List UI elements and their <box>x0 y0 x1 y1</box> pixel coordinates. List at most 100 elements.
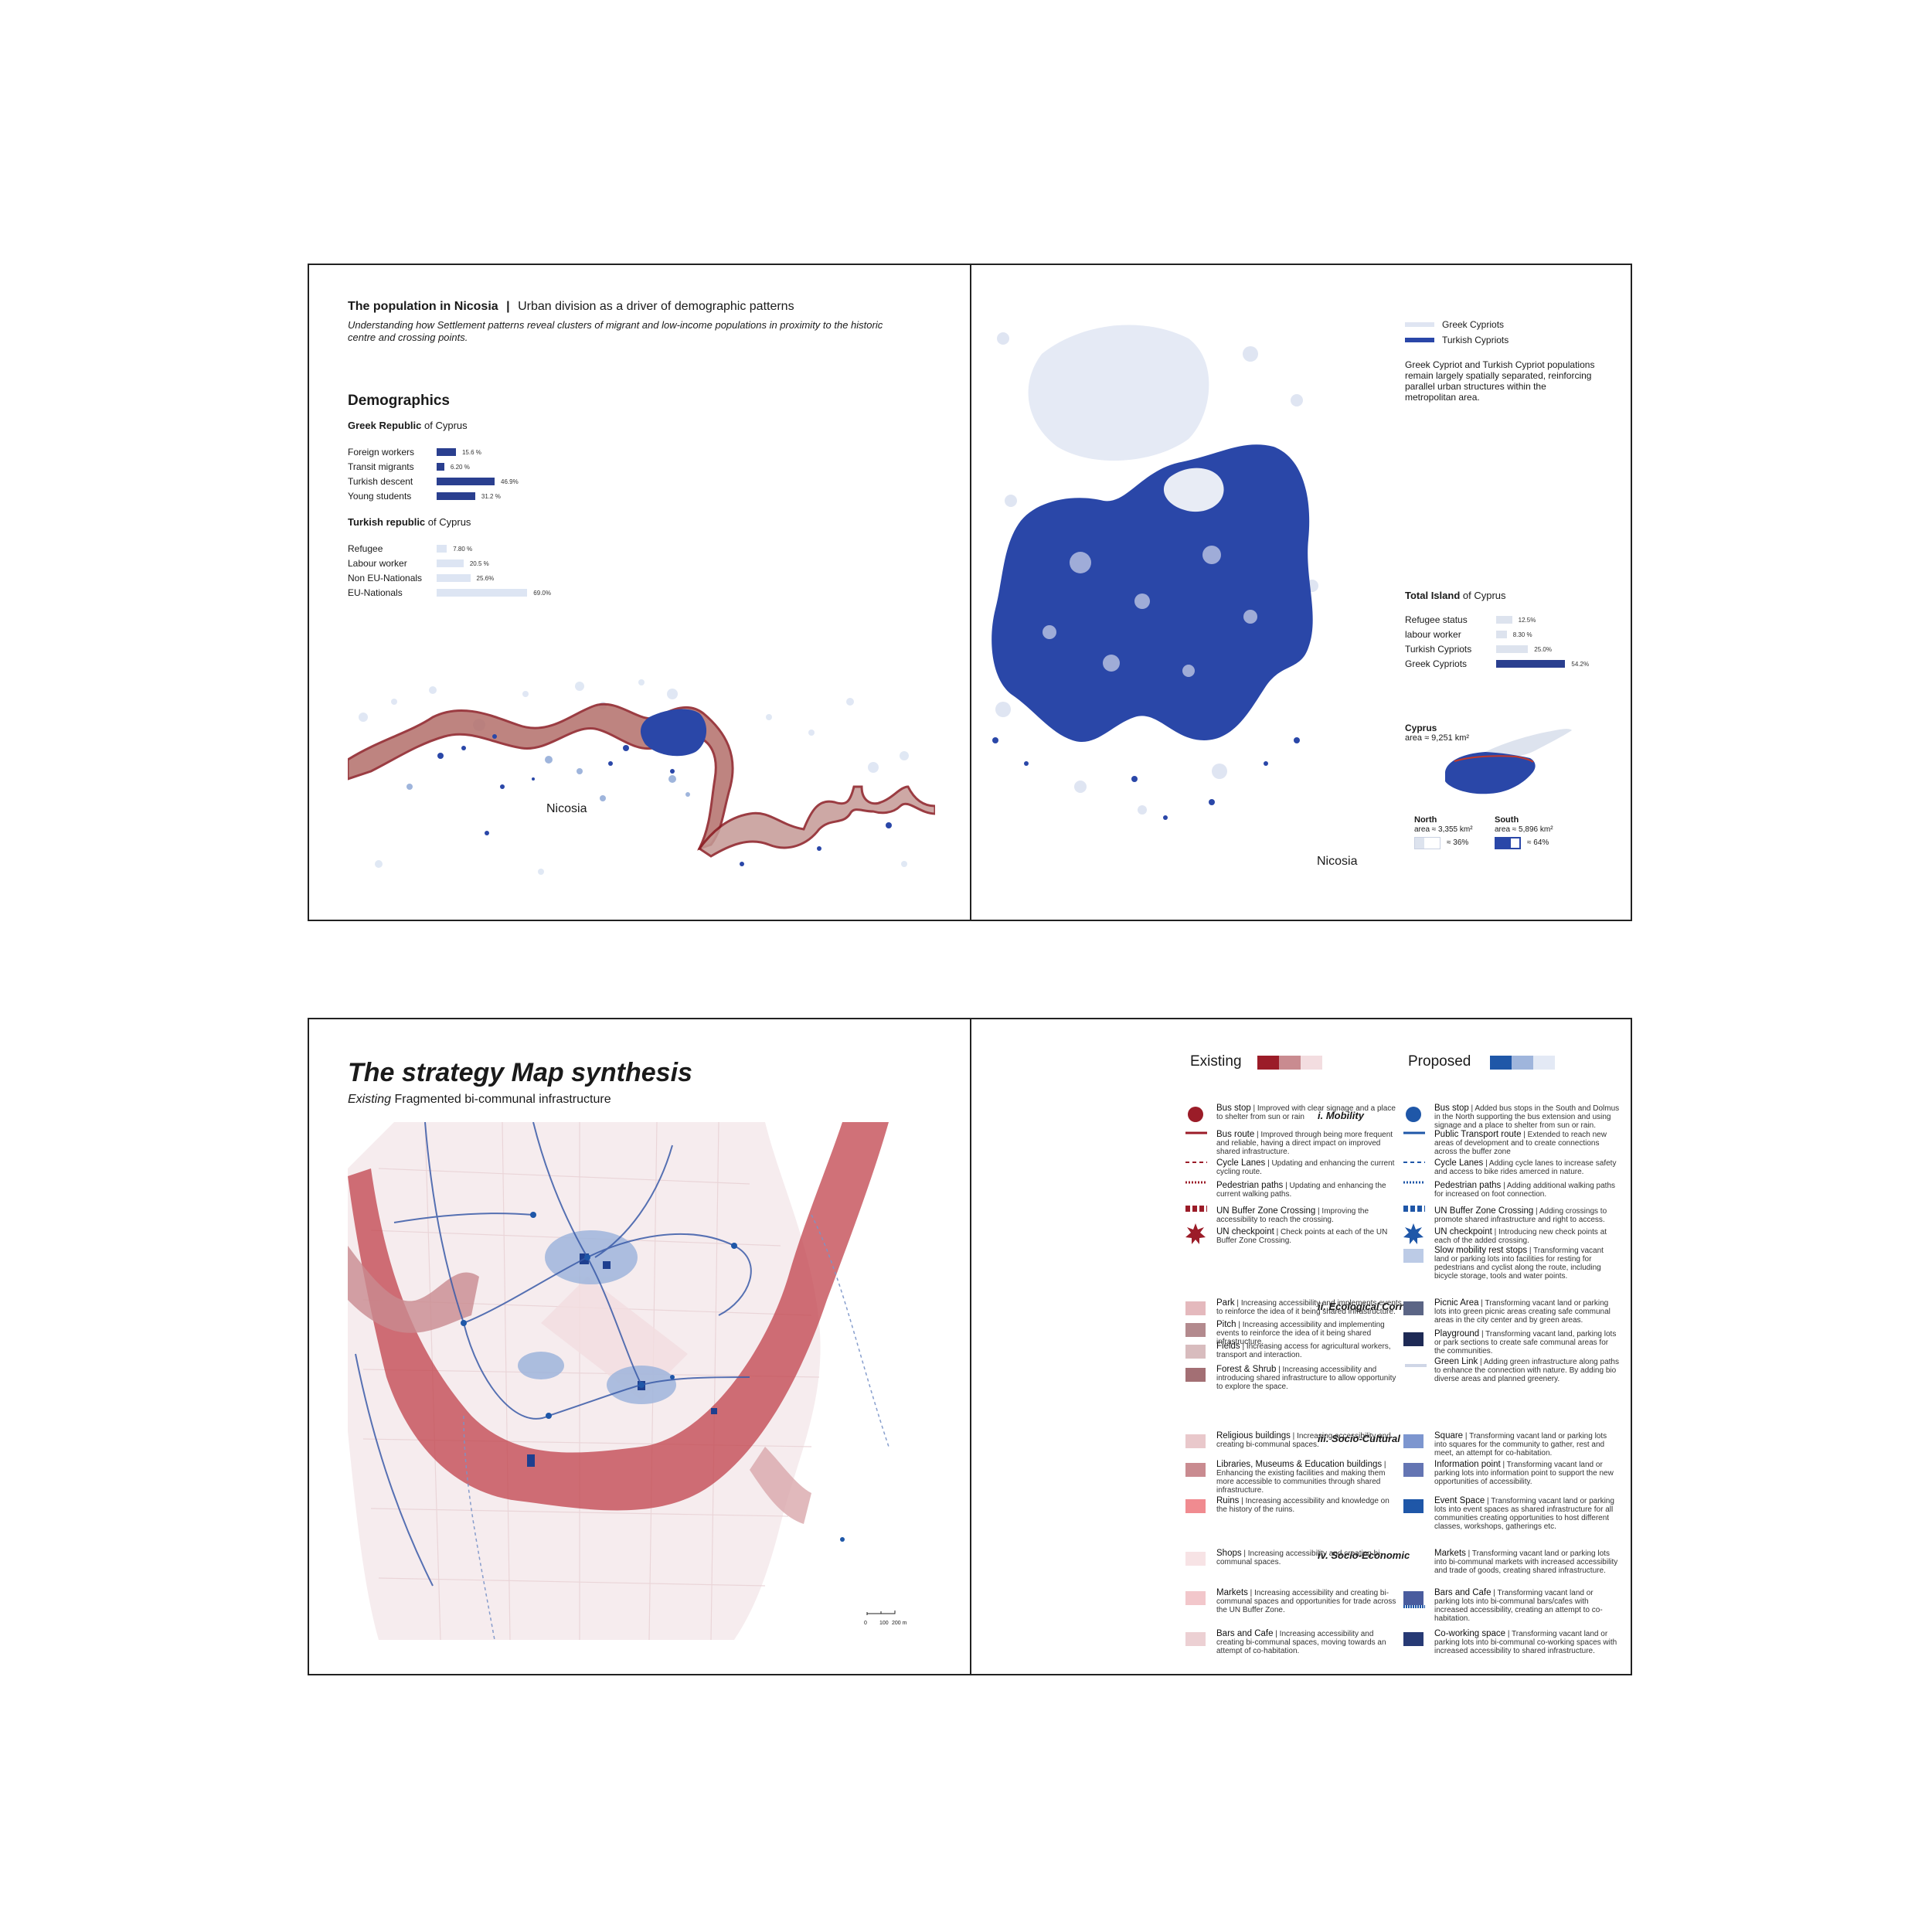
turkish-row-bar <box>437 574 471 582</box>
turkish-row-bar <box>437 589 528 597</box>
proposed-legend-item: Square | Transforming vacant land or par… <box>1434 1431 1607 1458</box>
legend-turkish-cypriots: Turkish Cypriots <box>1442 335 1509 345</box>
existing-legend-item-name: Ruins <box>1216 1496 1240 1505</box>
existing-legend-item: Pedestrian paths | Updating and enhancin… <box>1216 1181 1386 1199</box>
greek-row-bar <box>437 478 495 485</box>
existing-legend-item-desc: Increasing accessibility and knowledge o… <box>1216 1497 1389 1514</box>
proposed-legend-item-name: Cycle Lanes <box>1434 1158 1484 1168</box>
existing-legend-item-name: Religious buildings <box>1216 1431 1291 1440</box>
cyprus-island-map <box>1445 729 1572 794</box>
existing-legend-item-desc: Increasing accessibility and introducing… <box>1216 1366 1396 1391</box>
existing-ramp-swatch <box>1279 1056 1301 1070</box>
proposed-legend-item: Picnic Area | Transforming vacant land o… <box>1434 1298 1611 1325</box>
proposed-legend-item-name: Co-working space <box>1434 1629 1506 1638</box>
total-row-value: 12.5% <box>1518 617 1536 624</box>
existing-legend-item-name: UN Buffer Zone Crossing <box>1216 1206 1316 1216</box>
total-row-bar <box>1496 660 1566 668</box>
proposed-legend-swatch <box>1403 1591 1423 1605</box>
proposed-legend-item-desc: Adding cycle lanes to increase safety an… <box>1434 1159 1617 1176</box>
existing-legend-item-name: Fields <box>1216 1342 1240 1351</box>
existing-legend-item-desc: Improved through being more frequent and… <box>1216 1131 1393 1156</box>
existing-legend-symbols <box>1185 1107 1207 1244</box>
section-ecological-corridor: ii. Ecological Corridor <box>1318 1301 1423 1312</box>
existing-legend-item: Libraries, Museums & Education buildings… <box>1216 1460 1386 1495</box>
turkish-republic-heading: Turkish republic of Cyprus <box>348 516 471 528</box>
existing-legend-swatch <box>1185 1632 1206 1646</box>
existing-ramp-swatch <box>1257 1056 1279 1070</box>
turkish-row-value: 69.0% <box>533 590 551 597</box>
proposed-legend-symbols <box>1403 1107 1425 1608</box>
existing-legend-item: Pitch | Increasing accessibility and imp… <box>1216 1320 1385 1346</box>
proposed-legend-item: Green Link | Adding green infrastructure… <box>1434 1357 1619 1383</box>
scale-bar-100: 100 <box>879 1621 889 1626</box>
proposed-legend-swatch <box>1403 1301 1423 1315</box>
greek-row-label: Foreign workers <box>348 447 415 457</box>
total-row-bar <box>1496 616 1512 624</box>
turkish-row-label: EU-Nationals <box>348 587 403 598</box>
existing-legend-item: Forest & Shrub | Increasing accessibilit… <box>1216 1365 1396 1391</box>
cyprus-label: Cyprus <box>1405 723 1437 733</box>
proposed-legend-item: UN checkpoint | Introducing new check po… <box>1434 1227 1607 1245</box>
proposed-legend-item-name: Square <box>1434 1431 1464 1440</box>
total-row-value: 8.30 % <box>1512 631 1532 638</box>
south-area: area ≈ 5,896 km² <box>1495 825 1553 834</box>
separation-caption: Greek Cypriot and Turkish Cypriot popula… <box>1405 359 1595 403</box>
legend-greek-cypriots: Greek Cypriots <box>1442 319 1505 330</box>
proposed-legend-item: UN Buffer Zone Crossing | Adding crossin… <box>1434 1206 1607 1224</box>
legend-swatch-greek <box>1405 322 1434 327</box>
greek-row-bar <box>437 492 475 500</box>
proposed-legend-item: Slow mobility rest stops | Transforming … <box>1434 1246 1604 1281</box>
turkish-row-label: Non EU-Nationals <box>348 573 423 583</box>
proposed-legend-item: Markets | Transforming vacant land or pa… <box>1434 1549 1618 1575</box>
proposed-legend-item: Bars and Cafe | Transforming vacant land… <box>1434 1588 1603 1623</box>
existing-legend-item-desc: Increasing accessibility and creating bi… <box>1216 1589 1396 1614</box>
turkish-row-value: 25.6% <box>476 575 495 582</box>
greek-row-value: 15.6 % <box>461 449 481 456</box>
demographics-heading: Demographics <box>348 393 450 409</box>
existing-legend-swatch <box>1185 1463 1206 1477</box>
existing-legend-item-desc: Enhancing the existing facilities and ma… <box>1216 1469 1386 1495</box>
scale-bar-200: 200 m <box>892 1621 907 1626</box>
north-share: ≈ 36% <box>1447 838 1469 847</box>
proposed-legend-item-name: Pedestrian paths <box>1434 1181 1502 1190</box>
existing-legend-item: Bars and Cafe | Increasing accessibility… <box>1216 1629 1386 1655</box>
legend-swatch-turkish <box>1405 338 1434 342</box>
existing-legend-item-name: Pitch <box>1216 1320 1236 1329</box>
greek-row-value: 46.9% <box>501 478 519 485</box>
proposed-legend-item-desc: Transforming vacant land or parking lots… <box>1434 1497 1614 1531</box>
existing-legend-item-desc: Increasing access for agricultural worke… <box>1216 1342 1391 1359</box>
existing-legend-item-name: Markets <box>1216 1588 1248 1597</box>
existing-legend-swatch <box>1185 1499 1206 1513</box>
strategy-subtitle: Existing Fragmented bi-communal infrastr… <box>348 1093 611 1106</box>
proposed-legend-item-desc: Transforming vacant land or parking lots… <box>1434 1461 1614 1486</box>
existing-legend-item: Ruins | Increasing accessibility and kno… <box>1216 1496 1389 1514</box>
strategy-synthesis-map <box>348 1122 896 1640</box>
existing-legend-swatch <box>1185 1552 1206 1566</box>
north-label: North <box>1414 815 1437 825</box>
proposed-heading: Proposed <box>1408 1053 1471 1070</box>
page-subtitle: Understanding how Settlement patterns re… <box>348 319 883 343</box>
proposed-legend-swatch <box>1403 1434 1423 1448</box>
existing-legend-item-name: Bars and Cafe <box>1216 1629 1274 1638</box>
proposed-legend-item-name: Slow mobility rest stops <box>1434 1246 1528 1255</box>
proposed-legend-item-desc: Transforming vacant land or parking lots… <box>1434 1630 1617 1655</box>
proposed-legend-item: Pedestrian paths | Adding additional wal… <box>1434 1181 1616 1199</box>
total-row-value: 54.2% <box>1571 661 1590 668</box>
existing-legend-swatch <box>1185 1591 1206 1605</box>
existing-legend-item: Park | Increasing accessibility and impl… <box>1216 1298 1402 1316</box>
proposed-legend-item-name: Bus stop <box>1434 1104 1469 1113</box>
existing-ramp-swatch <box>1301 1056 1322 1070</box>
turkish-row-bar <box>437 545 447 553</box>
existing-legend-swatch <box>1185 1368 1206 1382</box>
proposed-legend-item-name: Playground <box>1434 1329 1480 1338</box>
existing-legend-item-desc: Increasing accessibility and creating bi… <box>1216 1549 1383 1566</box>
nicosia-population-map <box>992 325 1318 820</box>
proposed-legend-item: Public Transport route | Extended to rea… <box>1434 1130 1607 1156</box>
proposed-legend-item-desc: Adding crossings to promote shared infra… <box>1434 1207 1607 1224</box>
existing-legend-item: Fields | Increasing access for agricultu… <box>1216 1342 1391 1359</box>
proposed-ramp-swatch <box>1533 1056 1555 1070</box>
proposed-legend-swatch <box>1403 1332 1423 1346</box>
greek-row-label: Turkish descent <box>348 476 413 487</box>
map-label-nicosia-right-page: Nicosia <box>1317 855 1358 868</box>
greek-row-bar <box>437 448 456 456</box>
